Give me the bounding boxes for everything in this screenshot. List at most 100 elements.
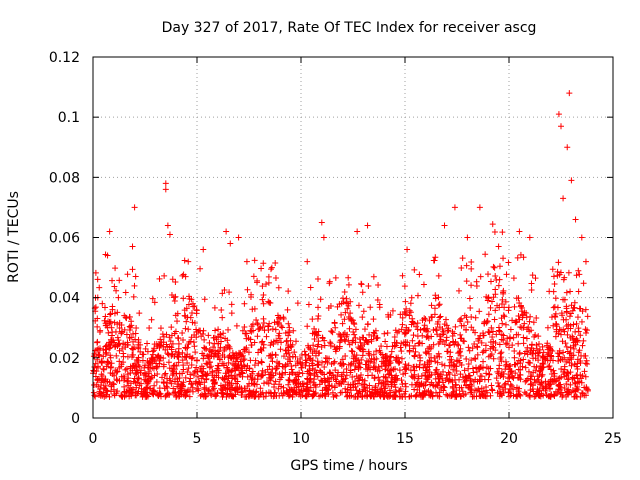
data-point (466, 385, 473, 392)
data-point (465, 372, 472, 379)
data-point (430, 257, 437, 264)
data-point (235, 362, 242, 369)
data-point (372, 384, 379, 391)
data-point (416, 339, 423, 346)
data-point (210, 378, 217, 385)
data-point (424, 325, 431, 332)
data-point (107, 370, 114, 377)
data-point (271, 319, 278, 326)
data-point (469, 345, 476, 352)
data-point (276, 371, 283, 378)
data-point (533, 345, 540, 352)
data-point (496, 304, 503, 311)
data-point (113, 352, 120, 359)
data-point (367, 392, 374, 399)
data-point (352, 362, 359, 369)
data-point (265, 371, 272, 378)
data-point (167, 338, 174, 345)
data-point (520, 334, 527, 341)
data-point (321, 363, 328, 370)
data-point (121, 383, 128, 390)
data-point (108, 383, 115, 390)
data-point (115, 340, 122, 347)
data-point (437, 336, 444, 343)
data-point (445, 327, 452, 334)
data-point (168, 380, 175, 387)
data-point (144, 357, 151, 364)
data-point (446, 392, 453, 399)
outlier-point (560, 195, 567, 202)
data-point (486, 329, 493, 336)
data-point (260, 291, 267, 298)
data-point (382, 362, 389, 369)
data-point (441, 341, 448, 348)
data-point (505, 389, 512, 396)
data-point (240, 357, 247, 364)
data-point (132, 273, 139, 280)
data-point (407, 309, 414, 316)
data-point (444, 327, 451, 334)
data-point (213, 392, 220, 399)
data-point (422, 382, 429, 389)
data-point (493, 331, 500, 338)
data-point (165, 359, 172, 366)
data-point (460, 337, 467, 344)
data-point (250, 273, 257, 280)
data-point (563, 343, 570, 350)
data-point (316, 349, 323, 356)
data-point (330, 371, 337, 378)
data-point (551, 392, 558, 399)
data-point (547, 366, 554, 373)
data-point (388, 378, 395, 385)
data-point (564, 376, 571, 383)
data-point (501, 313, 508, 320)
data-point (347, 315, 354, 322)
data-point (465, 344, 472, 351)
data-point (180, 366, 187, 373)
data-point (312, 352, 319, 359)
data-point (151, 299, 158, 306)
data-point (384, 329, 391, 336)
data-point (267, 375, 274, 382)
data-point (505, 307, 512, 314)
data-point (358, 281, 365, 288)
data-point (550, 273, 557, 280)
data-point (570, 342, 577, 349)
data-point (276, 376, 283, 383)
data-point (435, 272, 442, 279)
data-point (206, 359, 213, 366)
data-point (409, 318, 416, 325)
data-point (233, 322, 240, 329)
data-point (498, 349, 505, 356)
data-point (135, 336, 142, 343)
data-point (96, 329, 103, 336)
data-point (575, 288, 582, 295)
data-point (114, 334, 121, 341)
data-point (209, 383, 216, 390)
data-point (228, 301, 235, 308)
data-point (101, 377, 108, 384)
data-point (307, 356, 314, 363)
data-point (171, 353, 178, 360)
data-point (531, 376, 538, 383)
data-point (193, 334, 200, 341)
data-point (413, 323, 420, 330)
data-point (512, 319, 519, 326)
data-point (401, 330, 408, 337)
data-point (577, 332, 584, 339)
data-point (183, 318, 190, 325)
data-point (408, 294, 415, 301)
data-point (354, 380, 361, 387)
data-point (463, 355, 470, 362)
data-point (572, 380, 579, 387)
data-point (133, 392, 140, 399)
data-point (248, 328, 255, 335)
data-point (556, 381, 563, 388)
data-point (328, 328, 335, 335)
data-point (292, 362, 299, 369)
data-point (527, 376, 534, 383)
data-point (373, 348, 380, 355)
data-point (100, 384, 107, 391)
data-point (222, 335, 229, 342)
data-point (229, 392, 236, 399)
